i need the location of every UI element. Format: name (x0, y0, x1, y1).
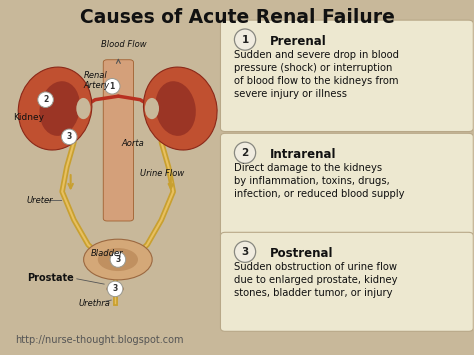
Ellipse shape (98, 248, 138, 271)
Text: 2: 2 (43, 95, 48, 104)
Ellipse shape (107, 284, 123, 293)
Text: 1: 1 (109, 82, 115, 91)
Ellipse shape (83, 239, 152, 280)
Ellipse shape (235, 29, 255, 50)
Ellipse shape (144, 67, 217, 150)
Text: Urine Flow: Urine Flow (140, 169, 184, 179)
Text: 3: 3 (112, 284, 118, 293)
Ellipse shape (107, 281, 123, 297)
Ellipse shape (235, 142, 255, 163)
Text: Causes of Acute Renal Failure: Causes of Acute Renal Failure (80, 9, 394, 27)
Ellipse shape (235, 241, 255, 262)
Text: Intrarenal: Intrarenal (270, 148, 337, 161)
Text: Kidney: Kidney (14, 113, 45, 122)
Text: 3: 3 (115, 255, 120, 264)
Text: 2: 2 (241, 148, 249, 158)
Ellipse shape (18, 67, 92, 150)
Text: Sudden obstruction of urine flow
due to enlarged prostate, kidney
stones, bladde: Sudden obstruction of urine flow due to … (234, 262, 397, 298)
Ellipse shape (110, 252, 126, 267)
Text: Postrenal: Postrenal (270, 247, 334, 260)
Text: Direct damage to the kidneys
by inflammation, toxins, drugs,
infection, or reduc: Direct damage to the kidneys by inflamma… (234, 163, 404, 199)
Ellipse shape (38, 92, 54, 108)
Text: Urethra: Urethra (79, 299, 110, 307)
Ellipse shape (76, 98, 91, 119)
Text: Renal
Artery: Renal Artery (83, 71, 109, 90)
Text: Ureter: Ureter (27, 196, 53, 205)
FancyBboxPatch shape (220, 20, 474, 132)
Ellipse shape (62, 129, 77, 144)
Ellipse shape (145, 98, 159, 119)
Text: Prerenal: Prerenal (270, 35, 327, 48)
Ellipse shape (39, 81, 80, 136)
Ellipse shape (104, 78, 120, 94)
Text: Blood Flow: Blood Flow (101, 40, 146, 49)
Text: 3: 3 (241, 247, 249, 257)
FancyBboxPatch shape (103, 60, 134, 221)
Text: http://nurse-thought.blogspot.com: http://nurse-thought.blogspot.com (15, 335, 183, 345)
Ellipse shape (155, 81, 196, 136)
FancyBboxPatch shape (220, 232, 474, 331)
Text: Prostate: Prostate (27, 273, 73, 283)
Text: Sudden and severe drop in blood
pressure (shock) or interruption
of blood flow t: Sudden and severe drop in blood pressure… (234, 50, 399, 99)
Text: Aorta: Aorta (121, 140, 144, 148)
Text: Bladder: Bladder (91, 249, 123, 258)
Text: 3: 3 (67, 132, 72, 141)
Text: 1: 1 (241, 34, 249, 45)
FancyBboxPatch shape (220, 133, 474, 237)
